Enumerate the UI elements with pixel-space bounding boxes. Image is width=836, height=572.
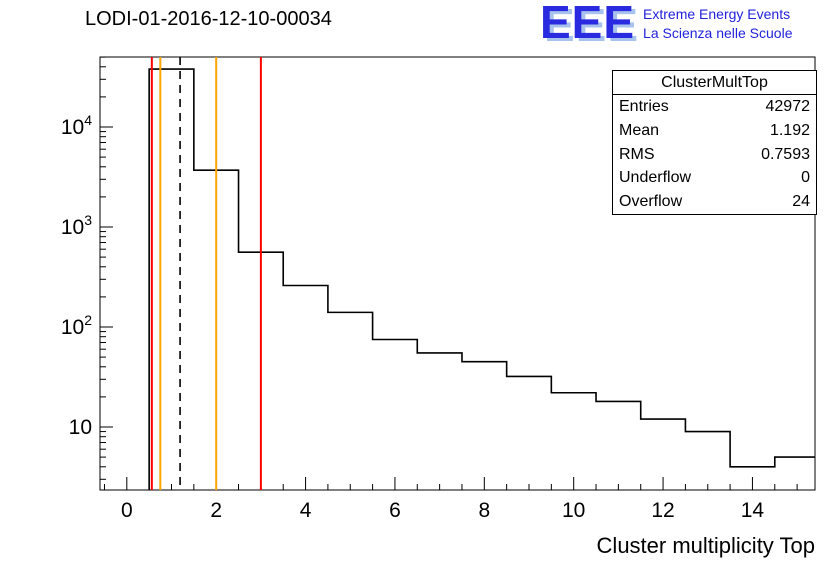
stats-rows: Entries 42972 Mean 1.192 RMS 0.7593 Underflow 0…	[613, 95, 816, 214]
stat-value: 0	[801, 169, 810, 187]
logo-caption-line1: Extreme Energy Events	[643, 6, 791, 22]
plot-frame	[99, 56, 816, 491]
stats-box: ClusterMultTop Entries 42972 Mean 1.192 RMS 0…	[612, 70, 817, 215]
x-axis-tick-label: 0	[121, 499, 133, 522]
y-axis-tick-label: 102	[61, 312, 92, 339]
stats-row: RMS 0.7593	[613, 143, 816, 167]
stats-row: Mean 1.192	[613, 119, 816, 143]
stat-label: Overflow	[619, 193, 683, 211]
x-axis-tick-label: 4	[300, 499, 312, 522]
stats-title: ClusterMultTop	[613, 71, 816, 95]
stat-label: Entries	[619, 98, 669, 115]
stats-row: Underflow 0	[613, 166, 816, 190]
histogram-line	[148, 68, 815, 490]
stats-row: Overflow 24	[613, 190, 816, 214]
eee-logo-captions: Extreme Energy Events La Scienza nelle S…	[643, 5, 792, 43]
stat-value: 42972	[765, 98, 811, 115]
stat-value: 0.7593	[761, 145, 810, 163]
stat-label: Mean	[619, 121, 660, 139]
y-axis-tick-label: 10	[69, 416, 92, 439]
eee-logo-text: EEE	[540, 0, 636, 48]
stat-label: RMS	[619, 145, 655, 163]
y-axis-tick-label: 104	[61, 112, 92, 139]
y-axis-tick-label: 103	[61, 212, 92, 239]
x-axis-tick-label: 12	[651, 499, 674, 522]
x-axis-tick-label: 2	[210, 499, 222, 522]
eee-logo: EEE Extreme Energy Events La Scienza nel…	[540, 0, 792, 48]
plot-title: LODI-01-2016-12-10-00034	[85, 8, 332, 30]
stat-value: 24	[792, 193, 810, 211]
x-axis-tick-label: 8	[478, 499, 490, 522]
logo-caption-line2: La Scienza nelle Scuole	[643, 24, 793, 41]
stat-value: 1.192	[769, 121, 810, 139]
stats-row: Entries 42972	[613, 95, 816, 119]
x-axis-tick-label: 6	[389, 499, 401, 522]
x-axis-tick-label: 14	[741, 499, 765, 522]
x-axis-tick-label: 10	[562, 499, 585, 522]
x-axis-label: Cluster multiplicity Top	[596, 533, 815, 558]
stat-label: Underflow	[619, 169, 692, 187]
